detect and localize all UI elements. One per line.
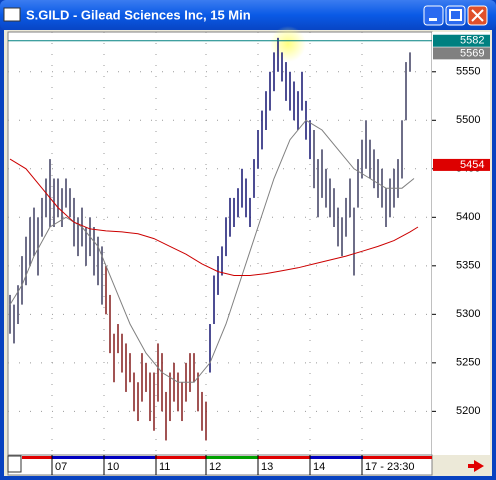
strip-segment [310,456,363,459]
x-tick-label: 14 [313,461,325,473]
price-marker-box [433,158,490,171]
y-tick-label: 5550 [456,66,480,78]
x-tick-label: 12 [209,461,221,473]
x-tick-label: 17 - 23:30 [365,461,415,473]
minimize-icon [429,18,437,21]
price-marker-box [433,34,490,47]
app-icon [3,7,21,22]
x-tick-label: 11 [159,461,170,473]
y-tick-label: 5400 [456,211,480,223]
strip-segment [206,456,258,459]
close-icon [471,9,484,22]
high-highlight [270,26,306,62]
strip-segment [258,456,310,459]
price-marker-label: 5454 [460,159,484,171]
x-tick-label: 13 [261,461,273,473]
minimize-button[interactable] [423,5,444,26]
x-tick-label: 10 [107,461,119,473]
y-tick-label: 5200 [456,405,480,417]
y-tick-label: 5250 [456,357,480,369]
plot-area [7,31,433,456]
x-tick-label: 07 [55,461,67,473]
y-tick-label: 5500 [456,114,480,126]
session-strip [22,456,432,459]
scroll-box[interactable] [7,455,22,473]
price-axis [432,32,490,455]
price-marker-label: 5569 [460,47,484,59]
y-tick-label: 5300 [456,308,480,320]
moving-average [9,119,415,383]
moving-average [9,158,419,276]
strip-segment [22,456,52,459]
window-title: S.GILD - Gilead Sciences Inc, 15 Min [26,7,251,22]
price-marker-box [433,47,490,60]
price-marker-label: 5582 [460,35,484,47]
scroll-right-arrow[interactable] [468,460,484,472]
maximize-button[interactable] [445,5,466,26]
strip-segment [155,456,206,459]
title-bar [0,0,496,30]
strip-segment [363,456,432,459]
maximize-icon [449,9,462,21]
y-tick-label: 5350 [456,260,480,272]
